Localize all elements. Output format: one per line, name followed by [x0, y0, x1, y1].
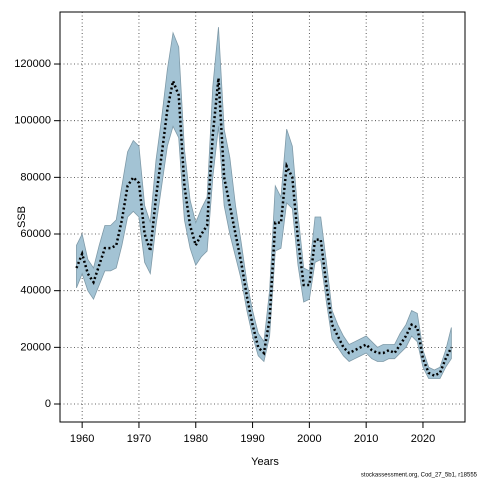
ssb-line [75, 76, 453, 378]
y-tick-label: 40000 [20, 285, 51, 297]
x-tick-label: 2020 [411, 433, 435, 445]
y-axis-label: SSB [16, 206, 28, 228]
y-tick-label: 120000 [14, 58, 51, 70]
x-tick-label: 2010 [354, 433, 378, 445]
y-tick-label: 0 [45, 398, 51, 410]
plot-frame [59, 11, 466, 423]
x-tick-label: 2000 [297, 433, 321, 445]
x-tick-label: 1980 [184, 433, 208, 445]
confidence-band [76, 27, 452, 379]
footnote: stockassessment.org, Cod_27_5b1, r18555 [361, 473, 478, 479]
y-tick-label: 80000 [20, 171, 51, 183]
x-axis-label: Years [251, 456, 279, 468]
x-tick-label: 1990 [240, 433, 264, 445]
y-tick-label: 100000 [14, 115, 51, 127]
y-tick-label: 20000 [20, 341, 51, 353]
x-tick-label: 1960 [70, 433, 94, 445]
x-tick-label: 1970 [127, 433, 151, 445]
y-tick-label: 60000 [20, 228, 51, 240]
